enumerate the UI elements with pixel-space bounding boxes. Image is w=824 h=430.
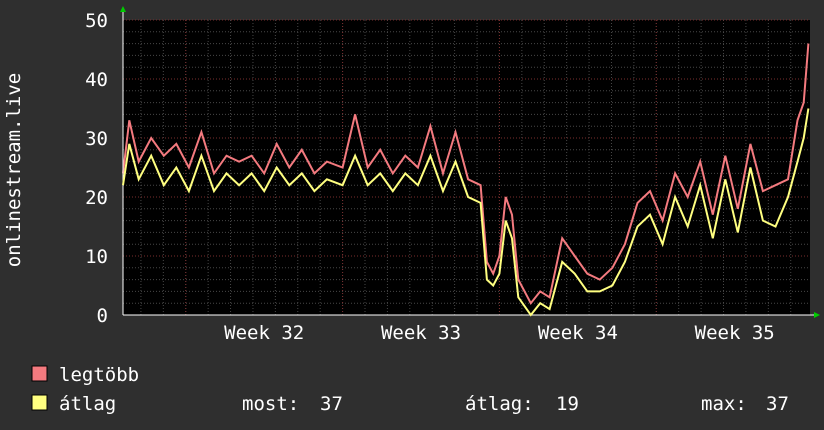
y-tick-label: 0 — [97, 305, 108, 327]
y-tick-label: 10 — [85, 246, 108, 268]
legend-label-legtobb: legtöbb — [59, 364, 139, 386]
axes — [120, 6, 820, 318]
x-tick-label: Week 34 — [538, 322, 618, 344]
series-line-legtobb — [122, 43, 810, 306]
stat-avg-label: átlag: — [465, 393, 534, 415]
y-tick-label: 20 — [85, 187, 108, 209]
legend-swatch-legtobb — [31, 365, 48, 382]
x-tick-label: Week 35 — [695, 322, 775, 344]
plot-area — [123, 20, 810, 315]
stat-now-label: most: — [242, 393, 299, 415]
legend-label-atlag: átlag — [59, 393, 116, 415]
y-tick-label: 40 — [85, 69, 108, 91]
stat-max-value: 37 — [766, 393, 789, 415]
stat-max-label: max: — [701, 393, 747, 415]
x-axis-arrow — [814, 312, 820, 318]
y-tick-label: 50 — [85, 10, 108, 32]
y-axis-arrow — [120, 6, 126, 12]
y-axis-title: onlinestream.live — [3, 73, 25, 267]
legend-swatch-atlag — [31, 394, 48, 411]
series-line-atlag — [122, 108, 810, 317]
x-tick-label: Week 32 — [224, 322, 304, 344]
stat-avg-value: 19 — [556, 393, 579, 415]
x-tick-label: Week 33 — [381, 322, 461, 344]
x-tick-labels: Week 32 Week 33 Week 34 Week 35 — [224, 322, 775, 344]
y-tick-label: 30 — [85, 128, 108, 150]
stat-now-value: 37 — [320, 393, 343, 415]
y-tick-labels: 0 10 20 30 40 50 — [85, 10, 108, 327]
